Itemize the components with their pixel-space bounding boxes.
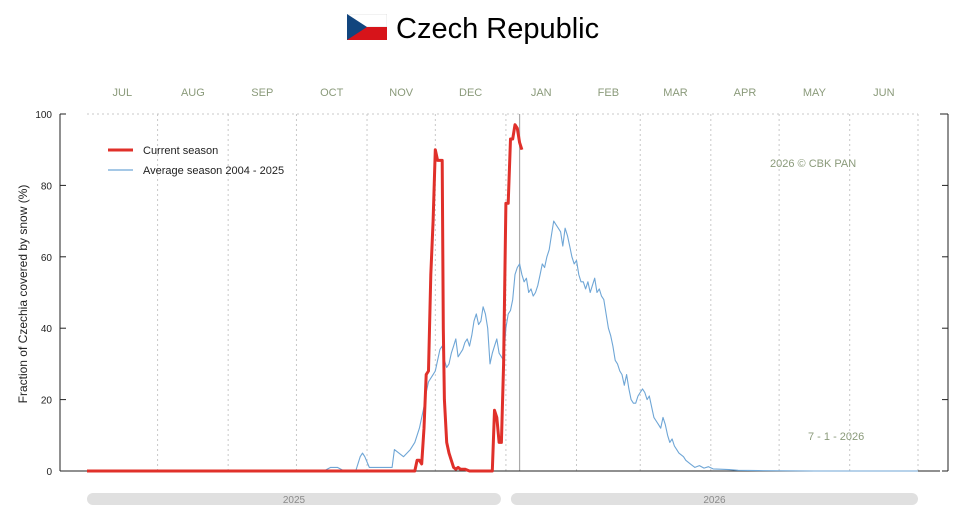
month-label: OCT (320, 87, 344, 99)
month-label: MAR (663, 87, 688, 99)
year-bars: 2025 2026 (87, 493, 918, 506)
legend: Current season Average season 2004 - 2025 (108, 145, 284, 177)
y-tick-label: 40 (41, 324, 53, 335)
month-label: JUN (873, 87, 894, 99)
month-label: NOV (389, 87, 414, 99)
czech-flag-icon (347, 14, 387, 40)
legend-current-label: Current season (143, 145, 218, 157)
flag-blue-triangle (347, 14, 367, 40)
year-bar (510, 493, 918, 505)
date-label: 7 - 1 - 2026 (808, 431, 864, 443)
y-tick-label: 20 (41, 396, 53, 407)
month-label: FEB (598, 87, 619, 99)
grid-lines (87, 113, 919, 471)
y-tick-label: 0 (46, 467, 52, 478)
month-label: APR (734, 87, 757, 99)
y-axis-label: Fraction of Czechia covered by snow (%) (16, 185, 30, 404)
year-label: 2026 (703, 495, 726, 506)
y-tick-label: 60 (41, 253, 53, 264)
month-label: JUL (113, 87, 133, 99)
series-lines (87, 123, 918, 473)
y-tick-label: 80 (41, 181, 53, 192)
year-bar (87, 493, 501, 505)
year-label: 2025 (283, 495, 306, 506)
current-season-line (87, 123, 524, 473)
credit-text: 2026 © CBK PAN (770, 158, 856, 170)
y-tick-labels: 0 20 40 60 80 100 (35, 110, 52, 478)
month-label: AUG (181, 87, 205, 99)
y-tick-label: 100 (35, 110, 52, 121)
month-label: MAY (803, 87, 827, 99)
page-title: Czech Republic (396, 13, 600, 45)
month-labels: JUL AUG SEP OCT NOV DEC JAN FEB MAR APR MAY JUN (113, 87, 895, 99)
legend-average-label: Average season 2004 - 2025 (143, 165, 284, 177)
month-label: JAN (531, 87, 552, 99)
title-bar: Czech Republic (0, 6, 970, 46)
average-season-line (87, 220, 918, 472)
month-label: DEC (459, 87, 482, 99)
month-label: SEP (251, 87, 273, 99)
